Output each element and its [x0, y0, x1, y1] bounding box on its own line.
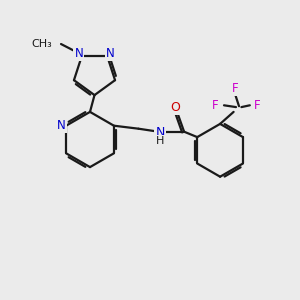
Text: N: N [74, 47, 83, 60]
Text: F: F [232, 82, 239, 95]
Text: CH₃: CH₃ [32, 39, 52, 49]
Text: H: H [156, 136, 165, 146]
Text: N: N [155, 126, 165, 139]
Text: F: F [212, 99, 218, 112]
Text: N: N [106, 47, 115, 60]
Text: O: O [170, 100, 180, 114]
Text: F: F [254, 99, 260, 112]
Text: N: N [57, 119, 66, 132]
